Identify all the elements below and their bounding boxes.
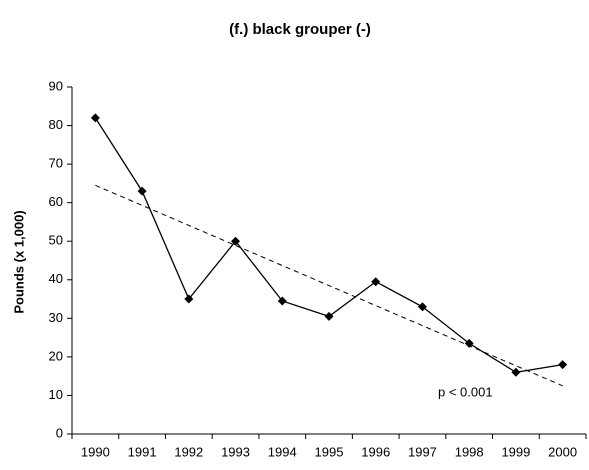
y-tick-label: 40	[49, 271, 63, 286]
y-axis-label: Pounds (x 1,000)	[11, 210, 26, 313]
x-tick-label: 1993	[221, 444, 250, 459]
x-tick-label: 1990	[81, 444, 110, 459]
x-tick-label: 1992	[174, 444, 203, 459]
y-tick-label: 80	[49, 117, 63, 132]
marker	[90, 113, 100, 123]
annotation: p < 0.001	[438, 384, 493, 399]
x-tick-label: 1996	[361, 444, 390, 459]
chart-title: (f.) black grouper (-)	[229, 21, 371, 38]
x-tick-label: 1998	[455, 444, 484, 459]
marker	[464, 338, 474, 348]
x-tick-label: 1997	[408, 444, 437, 459]
marker	[277, 296, 287, 306]
y-tick-label: 70	[49, 156, 63, 171]
y-tick-label: 0	[56, 425, 63, 440]
x-tick-label: 1991	[128, 444, 157, 459]
marker	[184, 294, 194, 304]
marker	[558, 360, 568, 370]
marker	[137, 186, 147, 196]
y-tick-label: 60	[49, 194, 63, 209]
x-tick-label: 1994	[268, 444, 297, 459]
line	[94, 117, 563, 373]
marker	[324, 311, 334, 321]
x-tick-label: 1995	[315, 444, 344, 459]
y-tick-label: 90	[49, 78, 63, 93]
marker	[371, 277, 381, 287]
x-tick-label: 2000	[548, 444, 577, 459]
x-tick-label: 1999	[501, 444, 530, 459]
y-tick-label: 50	[49, 233, 63, 248]
y-tick-label: 30	[49, 310, 63, 325]
y-tick-label: 20	[49, 348, 63, 363]
y-tick-label: 10	[49, 387, 63, 402]
marker	[417, 302, 427, 312]
marker	[511, 367, 521, 377]
trend-line	[95, 184, 563, 387]
marker	[231, 236, 241, 246]
